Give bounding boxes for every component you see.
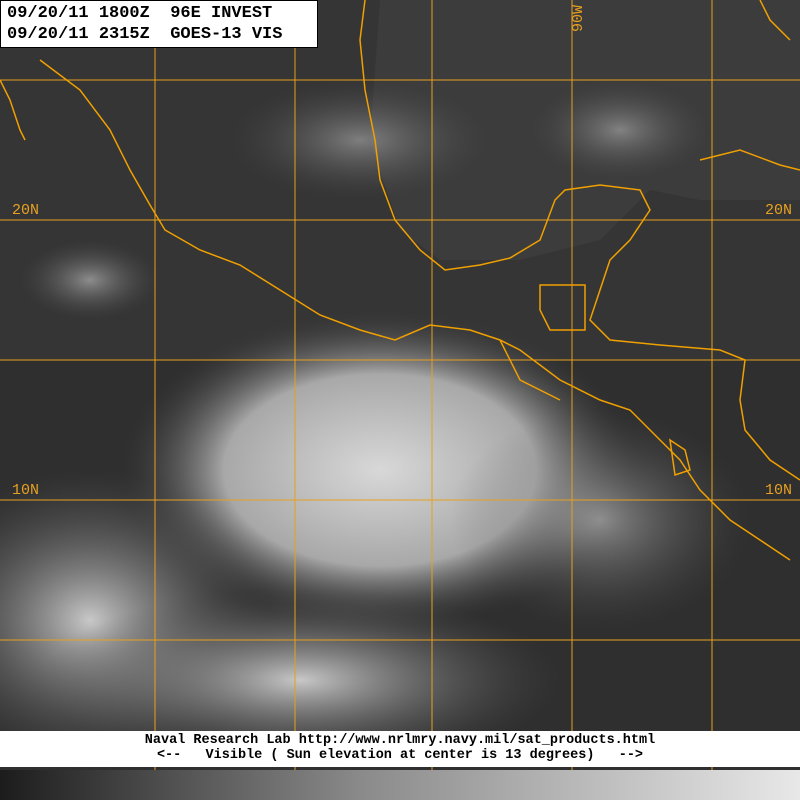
latitude-label-20n-left: 20N bbox=[12, 202, 40, 219]
latitude-label-10n-left: 10N bbox=[12, 482, 40, 499]
image-title-box: 09/20/11 1800Z 96E INVEST 09/20/11 2315Z … bbox=[0, 0, 318, 48]
coastlines bbox=[0, 0, 800, 561]
footer-line-1: Naval Research Lab http://www.nrlmry.nav… bbox=[144, 733, 656, 748]
footer-caption: Naval Research Lab http://www.nrlmry.nav… bbox=[0, 731, 800, 767]
latitude-label-20n-right: 20N bbox=[765, 202, 793, 219]
brightness-scale-bar bbox=[0, 770, 800, 800]
longitude-label-90w: 90W bbox=[570, 4, 588, 33]
title-line-2: 09/20/11 2315Z GOES-13 VIS bbox=[7, 25, 283, 44]
latitude-label-10n-right: 10N bbox=[765, 482, 793, 499]
title-line-1: 09/20/11 1800Z 96E INVEST bbox=[7, 4, 273, 23]
footer-line-2: <-- Visible ( Sun elevation at center is… bbox=[156, 748, 644, 763]
